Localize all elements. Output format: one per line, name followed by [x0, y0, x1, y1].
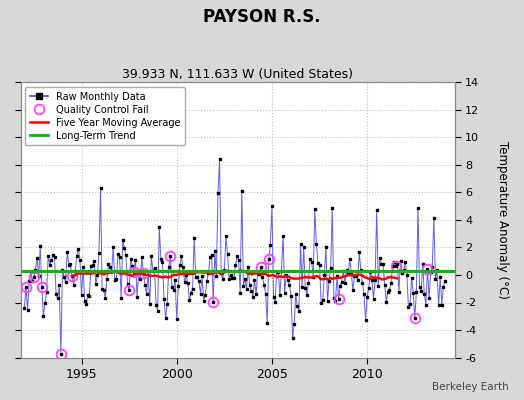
Y-axis label: Temperature Anomaly (°C): Temperature Anomaly (°C): [496, 141, 509, 299]
Text: PAYSON R.S.: PAYSON R.S.: [203, 8, 321, 26]
Legend: Raw Monthly Data, Quality Control Fail, Five Year Moving Average, Long-Term Tren: Raw Monthly Data, Quality Control Fail, …: [26, 87, 185, 146]
Text: Berkeley Earth: Berkeley Earth: [432, 382, 508, 392]
Title: 39.933 N, 111.633 W (United States): 39.933 N, 111.633 W (United States): [122, 68, 353, 81]
